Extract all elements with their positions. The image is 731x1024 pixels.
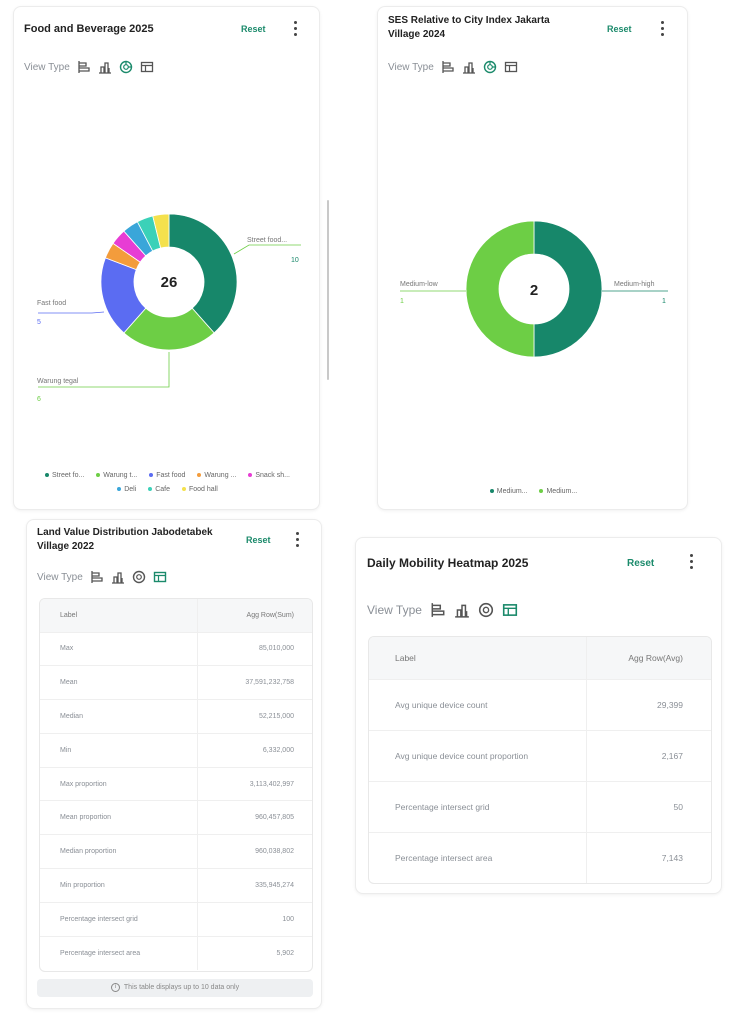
callout-line-street — [233, 244, 301, 255]
view-type-selector: View Type — [37, 570, 167, 584]
bar-horizontal-icon[interactable] — [441, 60, 455, 74]
donut-slice[interactable] — [465, 220, 535, 358]
reset-button[interactable]: Reset — [627, 558, 655, 569]
bar-vertical-icon[interactable] — [454, 602, 470, 618]
callout-value-warung: 6 — [37, 396, 41, 403]
legend-item[interactable]: Medium... — [539, 488, 577, 495]
table-row: Min 6,332,000 — [40, 732, 312, 768]
view-type-selector: View Type — [388, 60, 518, 74]
table-row: Avg unique device count proportion 2,167 — [369, 729, 711, 781]
donut-icon[interactable] — [483, 60, 497, 74]
reset-button[interactable]: Reset — [246, 535, 271, 545]
card-title: Land Value Distribution Jabodetabek Villa… — [37, 527, 213, 552]
scrollbar[interactable] — [327, 200, 329, 380]
info-icon: i — [110, 982, 120, 992]
table-row: Avg unique device count 29,399 — [369, 678, 711, 730]
bar-vertical-icon[interactable] — [98, 60, 112, 74]
column-header-label[interactable]: Label — [369, 637, 587, 679]
callout-label-high: Medium-high — [614, 281, 655, 288]
donut-icon[interactable] — [119, 60, 133, 74]
legend-item[interactable]: Food hall — [181, 486, 218, 493]
bar-horizontal-icon[interactable] — [90, 570, 104, 584]
view-type-label: View Type — [37, 571, 83, 583]
callout-value-low: 1 — [400, 298, 404, 305]
data-table: Label Agg Row(Sum) Max 85,010,000 Mean 37,… — [39, 598, 313, 972]
callout-label-fast: Fast food — [37, 300, 66, 307]
table-limit-note: i This table displays up to 10 data only — [37, 979, 313, 997]
daily-mobility-card: Daily Mobility Heatmap 2025 Reset View T… — [355, 537, 722, 894]
callout-label-street: Street food... — [247, 237, 287, 244]
more-options-icon[interactable] — [292, 532, 302, 550]
card-title: Daily Mobility Heatmap 2025 — [367, 556, 529, 570]
card-title: Food and Beverage 2025 — [24, 23, 154, 35]
table-row: Median 52,215,000 — [40, 699, 312, 734]
table-row: Mean proportion 960,457,805 — [40, 800, 312, 835]
chart-legend: Street fo... Warung t... Fast food Warun… — [24, 469, 311, 497]
callout-value-fast: 5 — [37, 319, 41, 326]
table-row: Percentage intersect grid 50 — [369, 780, 711, 832]
view-type-selector: View Type — [367, 602, 518, 618]
callout-label-warung: Warung tegal — [37, 378, 79, 385]
table-row: Max proportion 3,113,402,997 — [40, 766, 312, 801]
table-icon[interactable] — [153, 570, 167, 584]
legend-item[interactable]: Fast food — [149, 472, 185, 479]
bar-horizontal-icon[interactable] — [430, 602, 446, 618]
view-type-label: View Type — [367, 603, 422, 617]
column-header-value[interactable]: Agg Row(Sum) — [197, 599, 312, 632]
table-row: Percentage intersect area 7,143 — [369, 831, 711, 883]
column-header-label[interactable]: Label — [40, 599, 198, 632]
view-type-label: View Type — [388, 61, 434, 73]
legend-item[interactable]: Street fo... — [45, 472, 84, 479]
callout-line-warung — [38, 352, 170, 388]
callout-label-low: Medium-low — [400, 281, 439, 288]
land-value-card: Land Value Distribution Jabodetabek Villa… — [26, 519, 322, 1009]
reset-button[interactable]: Reset — [607, 24, 632, 34]
table-row: Mean 37,591,232,758 — [40, 665, 312, 700]
legend-item[interactable]: Warung t... — [96, 472, 137, 479]
view-type-selector: View Type — [24, 60, 154, 74]
callout-line-fast — [38, 311, 105, 314]
table-row: Min proportion 335,945,274 — [40, 868, 312, 903]
table-icon[interactable] — [504, 60, 518, 74]
callout-value-street: 10 — [291, 257, 299, 264]
data-table: Label Agg Row(Avg) Avg unique device cou… — [368, 636, 712, 884]
table-row: Median proportion 960,038,802 — [40, 834, 312, 869]
chart-legend: Medium... Medium... — [388, 485, 679, 499]
column-header-value[interactable]: Agg Row(Avg) — [586, 637, 711, 679]
center-total: 2 — [530, 282, 538, 299]
legend-item[interactable]: Warung ... — [197, 472, 236, 479]
legend-item[interactable]: Medium... — [489, 488, 528, 495]
legend-item[interactable]: Snack sh... — [248, 472, 290, 479]
table-row: Percentage intersect area 5,902 — [40, 935, 312, 970]
reset-button[interactable]: Reset — [241, 24, 266, 34]
table-row: Max 85,010,000 — [40, 631, 312, 666]
bar-vertical-icon[interactable] — [462, 60, 476, 74]
ses-card: SES Relative to City Index Jakarta Villag… — [377, 6, 688, 510]
donut-slice[interactable] — [168, 213, 238, 334]
legend-item[interactable]: Deli — [117, 486, 136, 493]
more-options-icon[interactable] — [290, 21, 300, 39]
center-total: 26 — [161, 274, 178, 291]
bar-horizontal-icon[interactable] — [77, 60, 91, 74]
table-icon[interactable] — [140, 60, 154, 74]
legend-item[interactable]: Cafe — [148, 486, 170, 493]
more-options-icon[interactable] — [657, 21, 667, 39]
donut-chart: 26 Street food... 10 Fast food 5 Warung … — [37, 213, 301, 403]
donut-chart: 2 Medium-low 1 Medium-high 1 — [400, 220, 668, 358]
donut-icon[interactable] — [132, 570, 146, 584]
food-beverage-card: Food and Beverage 2025 Reset View Type 2… — [13, 6, 320, 510]
donut-slice[interactable] — [152, 213, 170, 249]
more-options-icon[interactable] — [686, 554, 696, 572]
bar-vertical-icon[interactable] — [111, 570, 125, 584]
card-title: SES Relative to City Index Jakarta Villag… — [388, 15, 550, 40]
callout-value-high: 1 — [662, 298, 666, 305]
donut-icon[interactable] — [478, 602, 494, 618]
view-type-label: View Type — [24, 61, 70, 73]
table-icon[interactable] — [502, 602, 518, 618]
table-row: Percentage intersect grid 100 — [40, 901, 312, 937]
donut-slice[interactable] — [533, 220, 603, 358]
